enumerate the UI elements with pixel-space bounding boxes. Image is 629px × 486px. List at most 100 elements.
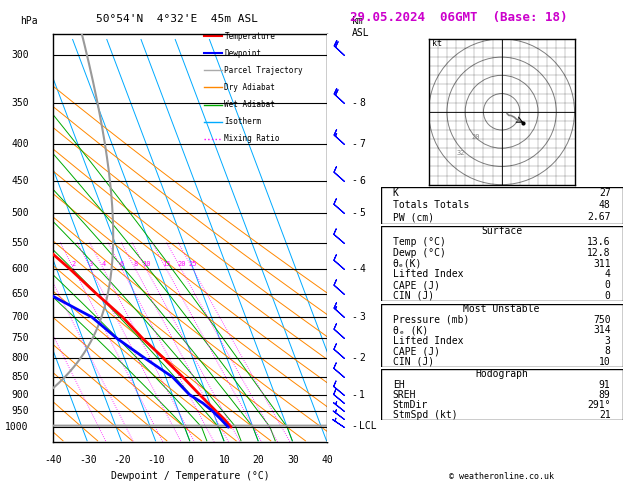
Text: 650: 650 (11, 289, 29, 299)
Text: 21: 21 (599, 410, 611, 420)
Text: 8: 8 (359, 98, 365, 108)
Text: 40: 40 (321, 454, 333, 465)
Text: 10: 10 (599, 357, 611, 366)
Text: 3: 3 (89, 261, 93, 267)
Text: 91: 91 (599, 380, 611, 390)
Text: 750: 750 (11, 333, 29, 343)
Text: ASL: ASL (352, 28, 369, 38)
Text: 5: 5 (359, 208, 365, 218)
Text: 1000: 1000 (5, 422, 29, 432)
Text: 900: 900 (11, 390, 29, 399)
Text: -40: -40 (45, 454, 62, 465)
Text: 291°: 291° (587, 400, 611, 410)
Text: -: - (352, 353, 357, 363)
Text: 10: 10 (219, 454, 230, 465)
Text: 950: 950 (11, 406, 29, 417)
Text: 27: 27 (599, 188, 611, 198)
Text: 450: 450 (11, 175, 29, 186)
Text: -: - (352, 264, 357, 275)
Text: Temperature: Temperature (225, 32, 276, 40)
Text: 29.05.2024  06GMT  (Base: 18): 29.05.2024 06GMT (Base: 18) (350, 11, 568, 23)
Text: Mixing Ratio (g/kg): Mixing Ratio (g/kg) (387, 191, 396, 286)
Text: 800: 800 (11, 353, 29, 363)
Text: K: K (392, 188, 399, 198)
Text: CAPE (J): CAPE (J) (392, 280, 440, 290)
Text: Mixing Ratio: Mixing Ratio (225, 135, 280, 143)
Text: Totals Totals: Totals Totals (392, 200, 469, 210)
Text: Dewpoint / Temperature (°C): Dewpoint / Temperature (°C) (111, 471, 270, 481)
Text: 500: 500 (11, 208, 29, 218)
Text: θₑ (K): θₑ (K) (392, 325, 428, 335)
Text: km: km (352, 16, 364, 26)
Text: -: - (352, 208, 357, 218)
Text: 550: 550 (11, 238, 29, 247)
Text: Lifted Index: Lifted Index (392, 336, 463, 346)
Text: 4: 4 (359, 264, 365, 275)
Text: 0: 0 (187, 454, 193, 465)
Text: 3: 3 (604, 336, 611, 346)
Text: 400: 400 (11, 139, 29, 149)
Text: -: - (352, 98, 357, 108)
Text: 3: 3 (359, 312, 365, 322)
Text: 8: 8 (604, 346, 611, 356)
Text: CIN (J): CIN (J) (392, 291, 434, 301)
Text: 750: 750 (593, 314, 611, 325)
Text: Pressure (mb): Pressure (mb) (392, 314, 469, 325)
Text: 25: 25 (189, 261, 198, 267)
Text: 15: 15 (162, 261, 171, 267)
Text: Most Unstable: Most Unstable (464, 304, 540, 314)
Text: 20: 20 (472, 134, 481, 140)
Text: -10: -10 (147, 454, 165, 465)
Text: -: - (352, 139, 357, 149)
Text: 7: 7 (359, 139, 365, 149)
Text: 2: 2 (359, 353, 365, 363)
Text: 4: 4 (101, 261, 106, 267)
Text: Hodograph: Hodograph (475, 369, 528, 380)
Text: 350: 350 (11, 98, 29, 108)
Text: PW (cm): PW (cm) (392, 212, 434, 223)
Text: EH: EH (392, 380, 404, 390)
Text: -: - (352, 421, 357, 431)
Text: 850: 850 (11, 372, 29, 382)
Text: -20: -20 (113, 454, 131, 465)
Text: 2.67: 2.67 (587, 212, 611, 223)
Text: Dewpoint: Dewpoint (225, 49, 262, 58)
Text: 700: 700 (11, 312, 29, 322)
Text: 314: 314 (593, 325, 611, 335)
Text: 2: 2 (72, 261, 76, 267)
Text: 300: 300 (11, 51, 29, 60)
Text: θₑ(K): θₑ(K) (392, 259, 422, 269)
Text: 89: 89 (599, 390, 611, 400)
Text: SREH: SREH (392, 390, 416, 400)
Text: 4: 4 (604, 269, 611, 279)
Text: 13.6: 13.6 (587, 237, 611, 247)
Text: 48: 48 (599, 200, 611, 210)
Text: kt: kt (432, 39, 442, 48)
Text: 6: 6 (120, 261, 124, 267)
Text: StmDir: StmDir (392, 400, 428, 410)
Text: StmSpd (kt): StmSpd (kt) (392, 410, 457, 420)
Text: 6: 6 (359, 175, 365, 186)
Text: Wet Adiabat: Wet Adiabat (225, 100, 276, 109)
Text: 8: 8 (133, 261, 138, 267)
Text: LCL: LCL (359, 421, 377, 431)
Text: -: - (352, 175, 357, 186)
Text: Temp (°C): Temp (°C) (392, 237, 445, 247)
Text: 311: 311 (593, 259, 611, 269)
Text: CAPE (J): CAPE (J) (392, 346, 440, 356)
Text: Parcel Trajectory: Parcel Trajectory (225, 66, 303, 75)
Text: 10: 10 (142, 261, 151, 267)
Text: hPa: hPa (20, 16, 38, 26)
Text: CIN (J): CIN (J) (392, 357, 434, 366)
Text: 50°54'N  4°32'E  45m ASL: 50°54'N 4°32'E 45m ASL (96, 14, 258, 24)
Text: Dewp (°C): Dewp (°C) (392, 248, 445, 258)
Text: 20: 20 (253, 454, 265, 465)
Text: 12.8: 12.8 (587, 248, 611, 258)
Text: -: - (352, 312, 357, 322)
Text: 1: 1 (359, 390, 365, 399)
Text: Dry Adiabat: Dry Adiabat (225, 83, 276, 92)
Text: -30: -30 (79, 454, 96, 465)
Text: 32: 32 (457, 150, 465, 156)
Text: Surface: Surface (481, 226, 522, 236)
Text: 600: 600 (11, 264, 29, 275)
